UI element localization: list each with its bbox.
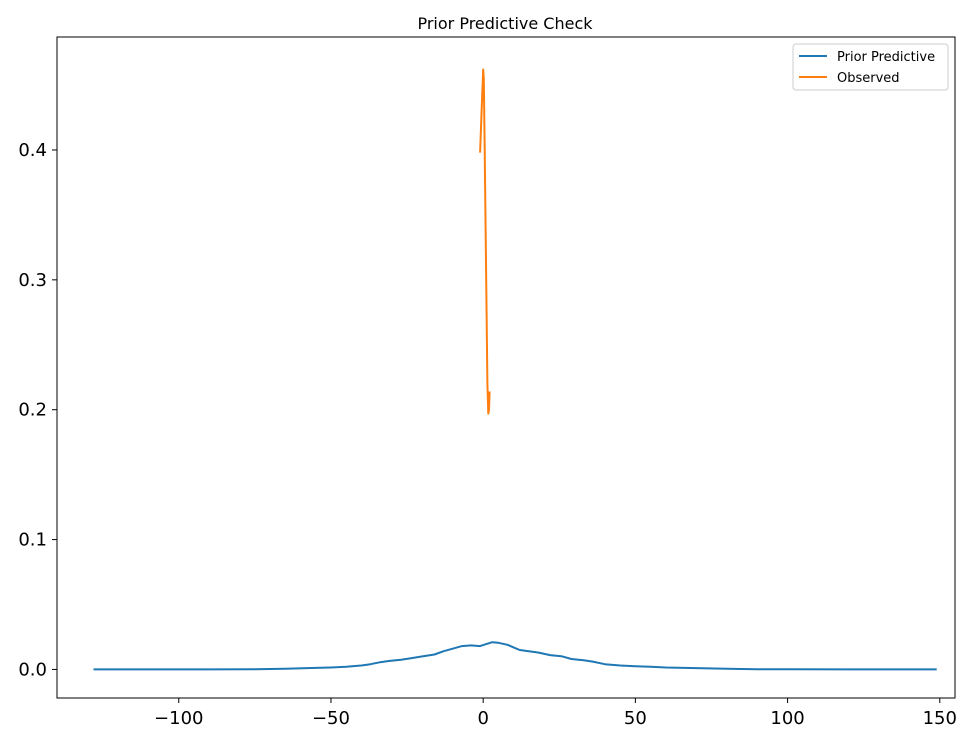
x-tick-label: −50 xyxy=(312,708,350,729)
series-lines xyxy=(93,68,937,671)
x-tick-label: 150 xyxy=(923,708,957,729)
legend-label-prior-predictive: Prior Predictive xyxy=(837,50,935,65)
series-line-observed xyxy=(479,68,491,415)
x-tick-label: 100 xyxy=(770,708,804,729)
y-tick-label: 0.2 xyxy=(18,400,47,421)
y-tick-label: 0.0 xyxy=(18,659,47,680)
y-axis: 0.0 0.1 0.2 0.3 0.4 xyxy=(18,140,57,680)
legend: Prior Predictive Observed xyxy=(792,43,949,91)
plot-area xyxy=(56,36,956,699)
legend-label-observed: Observed xyxy=(837,71,900,86)
series-line-prior-predictive xyxy=(93,641,937,671)
x-tick-label: 0 xyxy=(477,708,488,729)
y-tick-label: 0.4 xyxy=(18,140,47,161)
x-tick-label: −100 xyxy=(154,708,203,729)
chart-title: Prior Predictive Check xyxy=(417,14,593,33)
x-axis: −100 −50 0 50 100 150 xyxy=(154,698,957,729)
x-tick-label: 50 xyxy=(624,708,647,729)
legend-box xyxy=(792,43,949,91)
y-tick-label: 0.3 xyxy=(18,270,47,291)
y-tick-label: 0.1 xyxy=(18,530,47,551)
